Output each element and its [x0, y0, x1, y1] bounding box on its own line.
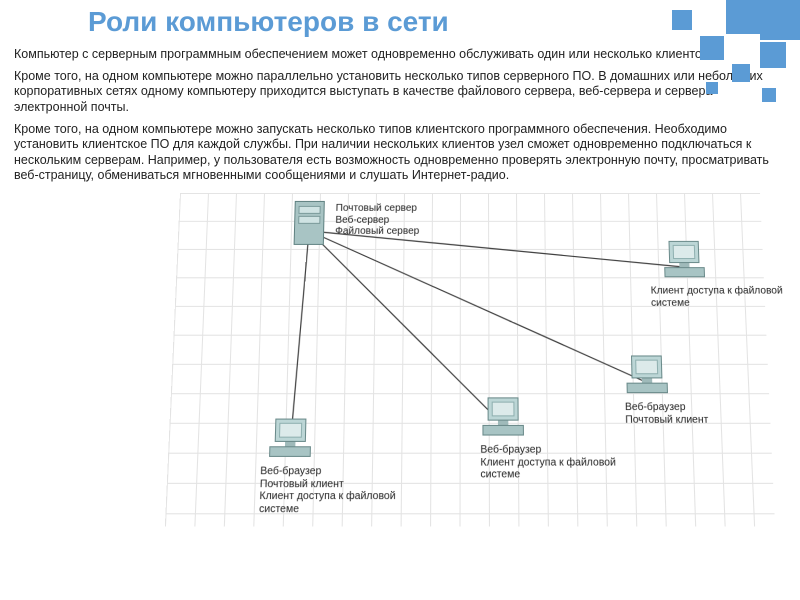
decor-square [762, 88, 776, 102]
node-label: Веб-браузерПочтовый клиентКлиент доступа… [259, 466, 396, 516]
paragraph-3: Кроме того, на одном компьютере можно за… [0, 119, 800, 188]
node-label: Веб-браузерПочтовый клиент [625, 402, 709, 426]
server-node: Почтовый серверВеб-серверФайловый сервер [288, 201, 329, 249]
client-node: Клиент доступа к файловойсистеме [661, 241, 707, 281]
decor-square [672, 10, 692, 30]
client-node: Веб-браузерПочтовый клиентКлиент доступа… [267, 419, 314, 462]
network-diagram: Почтовый серверВеб-серверФайловый сервер… [165, 193, 775, 526]
server-icon [288, 201, 329, 249]
decor-square [760, 42, 786, 68]
node-label: Клиент доступа к файловойсистеме [651, 285, 784, 309]
decor-square [726, 0, 760, 34]
decor-square [732, 64, 750, 82]
node-label: Веб-браузерКлиент доступа к файловойсист… [480, 444, 616, 481]
client-node: Веб-браузерПочтовый клиент [624, 355, 670, 397]
computer-icon [267, 419, 314, 462]
client-node: Веб-браузерКлиент доступа к файловойсист… [480, 397, 526, 439]
computer-icon [661, 241, 707, 281]
computer-icon [480, 397, 526, 439]
edge [290, 231, 309, 446]
corner-decor [660, 0, 800, 120]
node-label: Почтовый серверВеб-серверФайловый сервер [335, 203, 419, 237]
decor-square [760, 0, 800, 40]
computer-icon [624, 355, 670, 397]
edge [305, 231, 647, 383]
decor-square [706, 82, 718, 94]
decor-square [700, 36, 724, 60]
edge [304, 231, 503, 425]
